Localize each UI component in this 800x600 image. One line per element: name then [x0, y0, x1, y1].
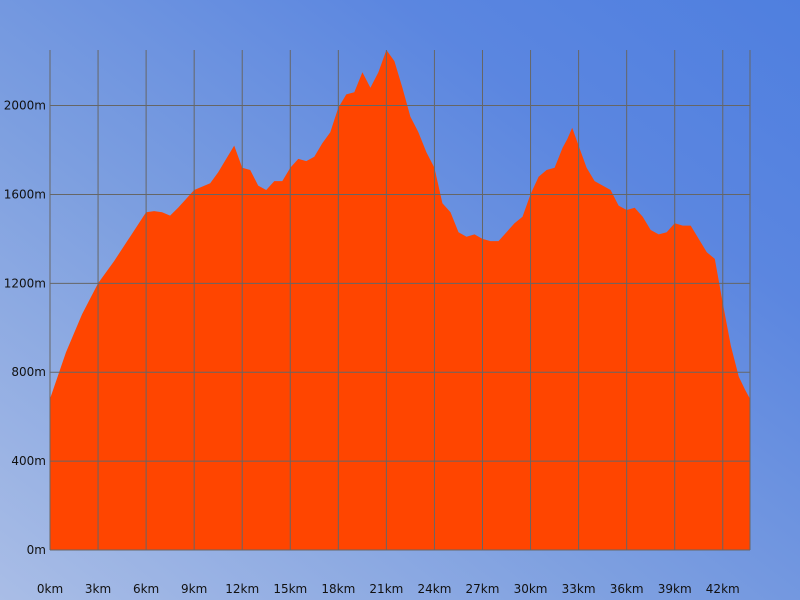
- x-tick-label: 33km: [562, 582, 596, 596]
- area-layer: [50, 50, 750, 550]
- y-tick-label: 0m: [27, 543, 46, 557]
- y-tick-label: 2000m: [4, 99, 46, 113]
- x-tick-label: 6km: [133, 582, 159, 596]
- x-tick-label: 3km: [85, 582, 111, 596]
- y-tick-label: 800m: [11, 365, 46, 379]
- x-tick-label: 30km: [514, 582, 548, 596]
- x-tick-label: 24km: [417, 582, 451, 596]
- x-tick-label: 36km: [610, 582, 644, 596]
- label-layer: 0km 3km 6km 9km 12km 15km 18km 21km 24km 27km 30km…: [4, 99, 740, 596]
- x-tick-label: 12km: [225, 582, 259, 596]
- y-tick-label: 1600m: [4, 187, 46, 201]
- x-tick-label: 27km: [466, 582, 500, 596]
- x-tick-label: 9km: [181, 582, 207, 596]
- x-tick-label: 42km: [706, 582, 740, 596]
- x-tick-label: 18km: [321, 582, 355, 596]
- x-tick-label: 39km: [658, 582, 692, 596]
- y-tick-label: 400m: [11, 454, 46, 468]
- elevation-area: [50, 50, 750, 550]
- x-tick-label: 0km: [37, 582, 63, 596]
- y-tick-label: 1200m: [4, 276, 46, 290]
- grid-layer: [49, 50, 751, 551]
- x-tick-label: 15km: [273, 582, 307, 596]
- x-tick-label: 21km: [369, 582, 403, 596]
